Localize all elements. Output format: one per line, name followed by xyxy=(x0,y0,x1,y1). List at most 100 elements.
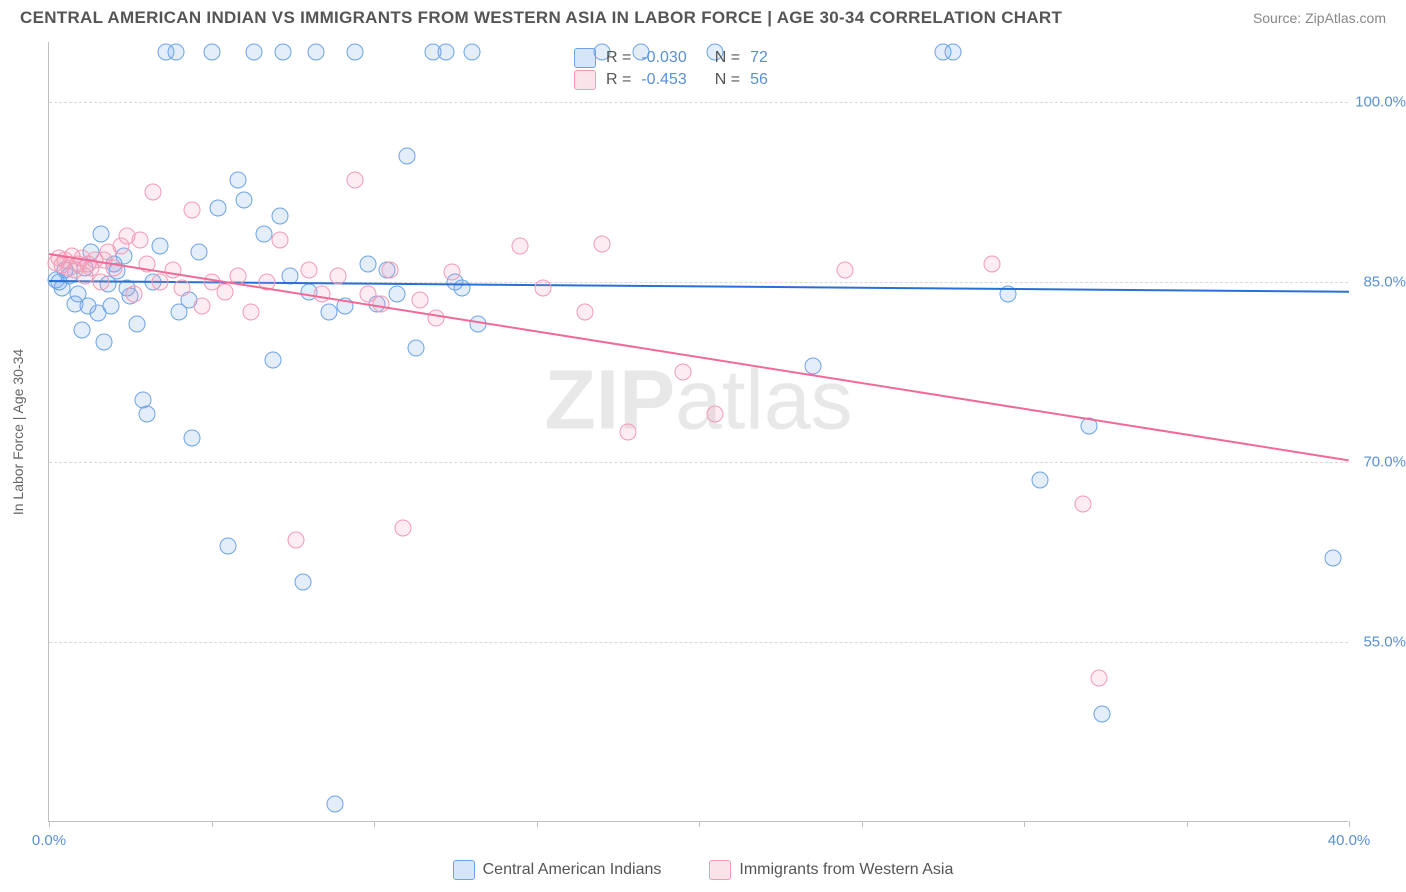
scatter-marker-cai xyxy=(388,286,405,303)
scatter-marker-cai xyxy=(398,148,415,165)
legend-item-cai: Central American Indians xyxy=(453,860,662,880)
scatter-marker-iwa xyxy=(674,364,691,381)
legend-label-iwa: Immigrants from Western Asia xyxy=(739,861,953,879)
scatter-marker-cai xyxy=(93,226,110,243)
scatter-marker-cai xyxy=(219,538,236,555)
scatter-marker-iwa xyxy=(174,280,191,297)
scatter-marker-iwa xyxy=(132,232,149,249)
scatter-marker-cai xyxy=(1032,472,1049,489)
scatter-marker-cai xyxy=(236,192,253,209)
scatter-marker-iwa xyxy=(193,298,210,315)
title-bar: CENTRAL AMERICAN INDIAN VS IMMIGRANTS FR… xyxy=(0,0,1406,32)
legend-label-cai: Central American Indians xyxy=(483,861,662,879)
scatter-marker-iwa xyxy=(125,286,142,303)
stats-row-iwa: R = -0.453 N = 56 xyxy=(574,70,768,90)
plot-container: ZIPatlas 55.0%70.0%85.0%100.0%0.0%40.0% … xyxy=(48,42,1348,822)
gridline xyxy=(49,462,1348,463)
scatter-marker-iwa xyxy=(577,304,594,321)
x-tick xyxy=(862,821,863,827)
x-tick xyxy=(374,821,375,827)
scatter-marker-cai xyxy=(265,352,282,369)
scatter-marker-iwa xyxy=(512,238,529,255)
swatch-iwa xyxy=(574,70,596,90)
scatter-marker-cai xyxy=(255,226,272,243)
scatter-marker-cai xyxy=(203,43,220,60)
scatter-marker-cai xyxy=(184,430,201,447)
scatter-marker-iwa xyxy=(145,184,162,201)
cai-n-value: 72 xyxy=(750,49,768,67)
scatter-marker-cai xyxy=(138,406,155,423)
scatter-marker-iwa xyxy=(983,256,1000,273)
bottom-legend: Central American Indians Immigrants from… xyxy=(0,860,1406,880)
scatter-marker-cai xyxy=(190,244,207,261)
scatter-marker-iwa xyxy=(837,262,854,279)
plot-area: ZIPatlas 55.0%70.0%85.0%100.0%0.0%40.0% xyxy=(48,42,1348,822)
scatter-marker-iwa xyxy=(164,262,181,279)
scatter-marker-iwa xyxy=(301,262,318,279)
scatter-marker-iwa xyxy=(382,262,399,279)
scatter-marker-iwa xyxy=(619,424,636,441)
scatter-marker-cai xyxy=(102,298,119,315)
gridline xyxy=(49,642,1348,643)
scatter-marker-cai xyxy=(437,43,454,60)
scatter-marker-cai xyxy=(804,358,821,375)
scatter-marker-cai xyxy=(307,43,324,60)
x-tick xyxy=(1187,821,1188,827)
x-tick xyxy=(1349,821,1350,827)
scatter-marker-cai xyxy=(346,43,363,60)
scatter-marker-cai xyxy=(275,43,292,60)
scatter-marker-iwa xyxy=(1074,496,1091,513)
scatter-marker-cai xyxy=(1324,550,1341,567)
scatter-marker-cai xyxy=(463,43,480,60)
scatter-marker-cai xyxy=(408,340,425,357)
y-tick-label: 70.0% xyxy=(1363,454,1406,471)
scatter-marker-iwa xyxy=(330,268,347,285)
scatter-marker-iwa xyxy=(216,283,233,300)
legend-swatch-cai xyxy=(453,860,475,880)
scatter-marker-cai xyxy=(1094,706,1111,723)
scatter-marker-cai xyxy=(320,304,337,321)
scatter-marker-iwa xyxy=(535,280,552,297)
stats-box: R = -0.030 N = 72 R = -0.453 N = 56 xyxy=(568,44,774,96)
n-prefix: N = xyxy=(715,49,740,67)
scatter-marker-iwa xyxy=(271,232,288,249)
stats-row-cai: R = -0.030 N = 72 xyxy=(574,48,768,68)
scatter-marker-cai xyxy=(327,796,344,813)
scatter-marker-iwa xyxy=(411,292,428,309)
swatch-cai xyxy=(574,48,596,68)
r-prefix2: R = xyxy=(606,71,631,89)
legend-swatch-iwa xyxy=(709,860,731,880)
scatter-marker-iwa xyxy=(288,532,305,549)
scatter-marker-iwa xyxy=(242,304,259,321)
scatter-marker-iwa xyxy=(151,274,168,291)
chart-title: CENTRAL AMERICAN INDIAN VS IMMIGRANTS FR… xyxy=(20,8,1062,28)
scatter-marker-iwa xyxy=(707,406,724,423)
scatter-marker-iwa xyxy=(184,202,201,219)
scatter-marker-iwa xyxy=(593,235,610,252)
x-tick-label: 40.0% xyxy=(1328,832,1371,849)
scatter-marker-cai xyxy=(210,199,227,216)
x-tick xyxy=(1024,821,1025,827)
scatter-marker-cai xyxy=(73,322,90,339)
scatter-marker-iwa xyxy=(1090,670,1107,687)
scatter-marker-iwa xyxy=(346,172,363,189)
x-tick xyxy=(212,821,213,827)
legend-item-iwa: Immigrants from Western Asia xyxy=(709,860,953,880)
scatter-marker-iwa xyxy=(314,286,331,303)
scatter-marker-iwa xyxy=(427,310,444,327)
x-tick-label: 0.0% xyxy=(32,832,66,849)
watermark-bold: ZIP xyxy=(544,353,675,447)
scatter-marker-cai xyxy=(167,43,184,60)
y-tick-label: 85.0% xyxy=(1363,274,1406,291)
scatter-marker-iwa xyxy=(444,264,461,281)
y-tick-label: 55.0% xyxy=(1363,634,1406,651)
scatter-marker-cai xyxy=(128,316,145,333)
x-tick xyxy=(49,821,50,827)
scatter-marker-iwa xyxy=(395,520,412,537)
iwa-n-value: 56 xyxy=(750,71,768,89)
scatter-marker-cai xyxy=(96,334,113,351)
cai-r-value: -0.030 xyxy=(641,49,686,67)
scatter-marker-cai xyxy=(271,208,288,225)
x-tick xyxy=(537,821,538,827)
scatter-marker-cai xyxy=(453,280,470,297)
